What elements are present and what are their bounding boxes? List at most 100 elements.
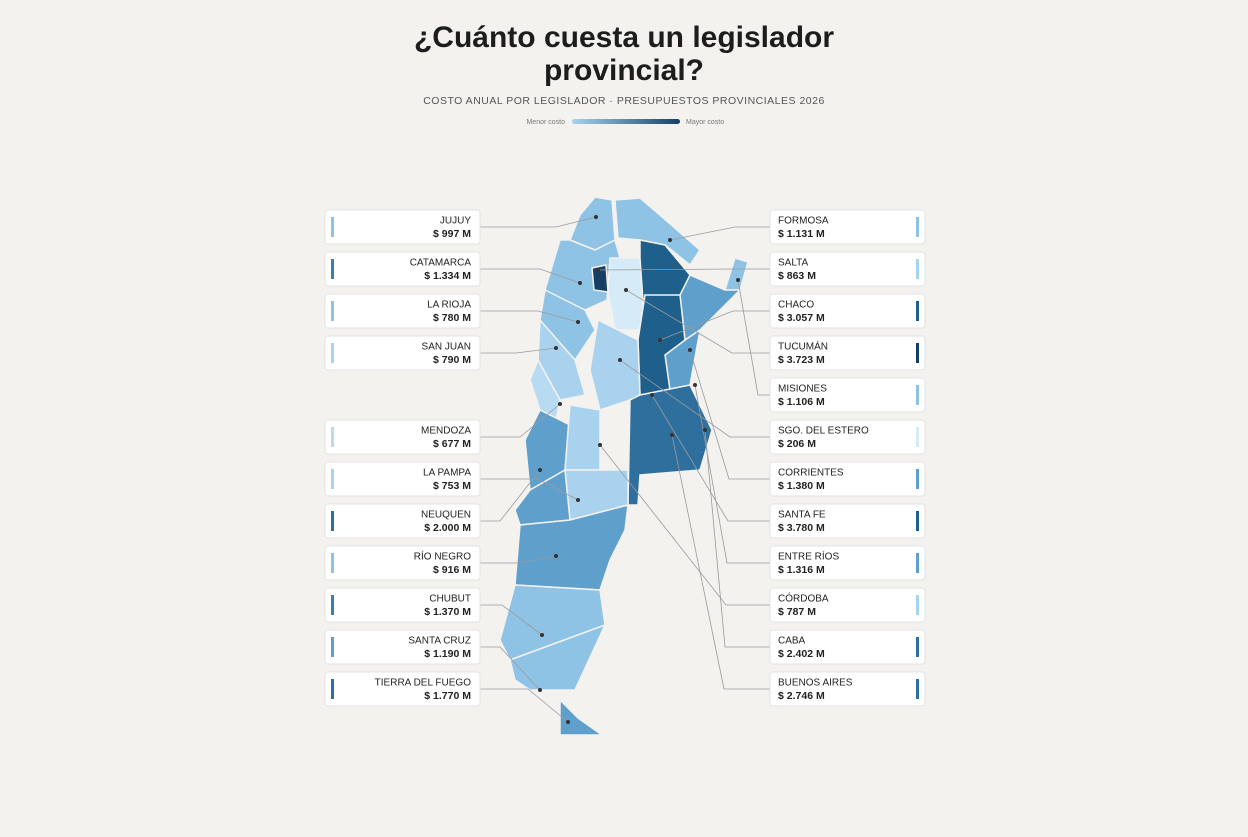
province-cost: $ 1.131 M <box>778 228 825 240</box>
map-point <box>558 402 562 406</box>
cost-indicator <box>331 469 334 489</box>
leader-line <box>651 394 770 522</box>
card-bg <box>769 629 926 665</box>
card-bg <box>324 587 481 623</box>
card-bg <box>769 545 926 581</box>
card-bg <box>769 461 926 497</box>
legend-bar <box>572 119 680 124</box>
cost-indicator <box>916 259 919 279</box>
province-name: ENTRE RÍOS <box>778 550 839 563</box>
leader-line <box>480 347 557 354</box>
card-bg <box>769 671 926 707</box>
province-card: RÍO NEGRO$ 916 M <box>324 545 481 581</box>
map-point <box>554 346 558 350</box>
leader-line <box>704 429 770 648</box>
map <box>499 196 749 736</box>
leader-line <box>694 384 770 564</box>
province-name: MENDOZA <box>421 426 471 437</box>
province-name: CHACO <box>778 300 814 311</box>
province-card: LA PAMPA$ 753 M <box>324 461 481 497</box>
province-card: SGO. DEL ESTERO$ 206 M <box>769 419 926 455</box>
province-name: LA PAMPA <box>423 468 471 479</box>
card-bg <box>324 335 481 371</box>
leader-line <box>480 604 543 636</box>
leader-line <box>597 268 770 271</box>
subtitle: COSTO ANUAL POR LEGISLADOR · PRESUPUESTO… <box>423 95 825 107</box>
province-name: SANTA FE <box>778 510 826 521</box>
province-card: LA RIOJA$ 780 M <box>324 293 481 329</box>
card-bg <box>769 377 926 413</box>
cost-indicator <box>916 679 919 699</box>
cost-indicator <box>916 469 919 489</box>
leader-line <box>480 555 557 564</box>
cost-indicator <box>916 301 919 321</box>
card-bg <box>324 461 481 497</box>
map-point <box>596 268 600 272</box>
card-bg <box>324 503 481 539</box>
province-name: FORMOSA <box>778 216 829 227</box>
cost-indicator <box>916 427 919 447</box>
map-point <box>736 278 740 282</box>
province-cost: $ 780 M <box>433 312 471 324</box>
province-name: SAN JUAN <box>422 342 471 353</box>
map-point <box>668 238 672 242</box>
leader-line <box>480 268 581 284</box>
province-cost: $ 3.723 M <box>778 354 825 366</box>
card-bg <box>324 629 481 665</box>
leader-line <box>619 359 770 438</box>
map-point <box>554 554 558 558</box>
cost-indicator <box>331 259 334 279</box>
province-name: TUCUMÁN <box>778 340 828 353</box>
province-card: ENTRE RÍOS$ 1.316 M <box>769 545 926 581</box>
province-name: SANTA CRUZ <box>408 636 471 647</box>
province-cost: $ 916 M <box>433 564 471 576</box>
cost-indicator <box>331 553 334 573</box>
cost-indicator <box>331 595 334 615</box>
leader-line <box>737 279 770 396</box>
leader-line <box>659 310 770 341</box>
map-point <box>576 320 580 324</box>
province-card: CORRIENTES$ 1.380 M <box>769 461 926 497</box>
card-bg <box>324 209 481 245</box>
province-card: TIERRA DEL FUEGO$ 1.770 M <box>324 671 481 707</box>
legend-low: Menor costo <box>526 119 565 126</box>
map-point <box>658 338 662 342</box>
province-name: NEUQUEN <box>421 510 471 521</box>
province-cost: $ 1.190 M <box>424 648 471 660</box>
cost-indicator <box>916 637 919 657</box>
province-card: SANTA FE$ 3.780 M <box>769 503 926 539</box>
cost-indicator <box>916 553 919 573</box>
leader-line <box>599 444 770 606</box>
title: ¿Cuánto cuesta un legislador provincial? <box>414 21 834 87</box>
cost-indicator <box>331 301 334 321</box>
card-bg <box>769 293 926 329</box>
province-card: MENDOZA$ 677 M <box>324 419 481 455</box>
map-point <box>594 215 598 219</box>
cost-indicator <box>916 511 919 531</box>
map-point <box>670 433 674 437</box>
province-name: CABA <box>778 636 806 647</box>
province-cost: $ 2.000 M <box>424 522 471 534</box>
province-cost: $ 1.770 M <box>424 690 471 702</box>
province-card: MISIONES$ 1.106 M <box>769 377 926 413</box>
map-point <box>576 498 580 502</box>
province-name: TIERRA DEL FUEGO <box>375 678 472 689</box>
map-point <box>540 633 544 637</box>
cost-indicator <box>916 343 919 363</box>
province-card: SALTA$ 863 M <box>769 251 926 287</box>
province-cost: $ 3.057 M <box>778 312 825 324</box>
province-name: SGO. DEL ESTERO <box>778 426 869 437</box>
province-name: SALTA <box>778 258 809 269</box>
province-cost: $ 1.334 M <box>424 270 471 282</box>
map-point <box>538 688 542 692</box>
cost-indicator <box>916 217 919 237</box>
leader-line <box>480 646 541 691</box>
card-bg <box>769 335 926 371</box>
leader-lines <box>480 215 770 724</box>
province-cost: $ 677 M <box>433 438 471 450</box>
leader-line <box>625 289 770 354</box>
leader-line <box>480 478 579 501</box>
card-bg <box>769 503 926 539</box>
